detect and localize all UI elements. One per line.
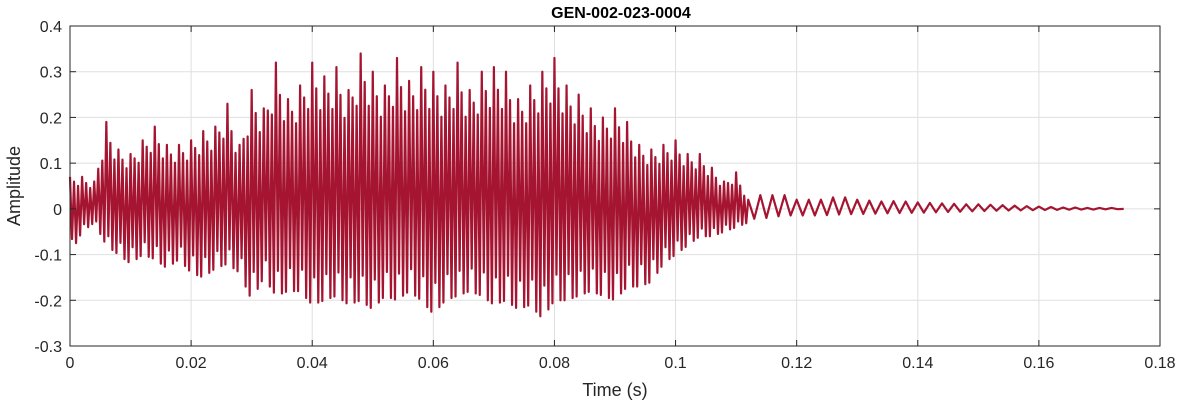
y-tick-label: -0.1	[34, 248, 62, 265]
y-tick-label: 0	[53, 202, 62, 219]
plot-frame	[69, 25, 1161, 347]
y-axis-ticks: -0.3 -0.2 -0.1 0 0.1 0.2 0.3 0.4	[34, 19, 1160, 356]
y-axis-label: Amplitude	[4, 146, 24, 226]
y-tick-label: 0.3	[40, 65, 62, 82]
x-tick-label: 0.06	[418, 355, 449, 372]
series-line	[68, 52, 1124, 318]
y-tick-label: 0.4	[40, 19, 62, 36]
x-tick-label: 0.02	[176, 355, 207, 372]
chart-title: GEN-002-023-0004	[551, 5, 691, 22]
series-group	[68, 52, 1124, 318]
y-tick-label: -0.3	[34, 339, 62, 356]
y-tick-label: 0.2	[40, 110, 62, 127]
x-axis-ticks: 0 0.02 0.04 0.06 0.08 0.1 0.12 0.14 0.16 0.18	[66, 26, 1176, 372]
x-tick-label: 0.16	[1023, 355, 1054, 372]
x-axis-label: Time (s)	[582, 380, 647, 400]
y-tick-label: -0.2	[34, 293, 62, 310]
x-tick-label: 0	[66, 355, 75, 372]
x-tick-label: 0.08	[539, 355, 570, 372]
x-tick-label: 0.12	[781, 355, 812, 372]
x-tick-label: 0.18	[1144, 355, 1175, 372]
x-tick-label: 0.04	[297, 355, 328, 372]
y-tick-label: 0.1	[40, 156, 62, 173]
x-tick-label: 0.14	[902, 355, 933, 372]
x-tick-label: 0.1	[664, 355, 686, 372]
